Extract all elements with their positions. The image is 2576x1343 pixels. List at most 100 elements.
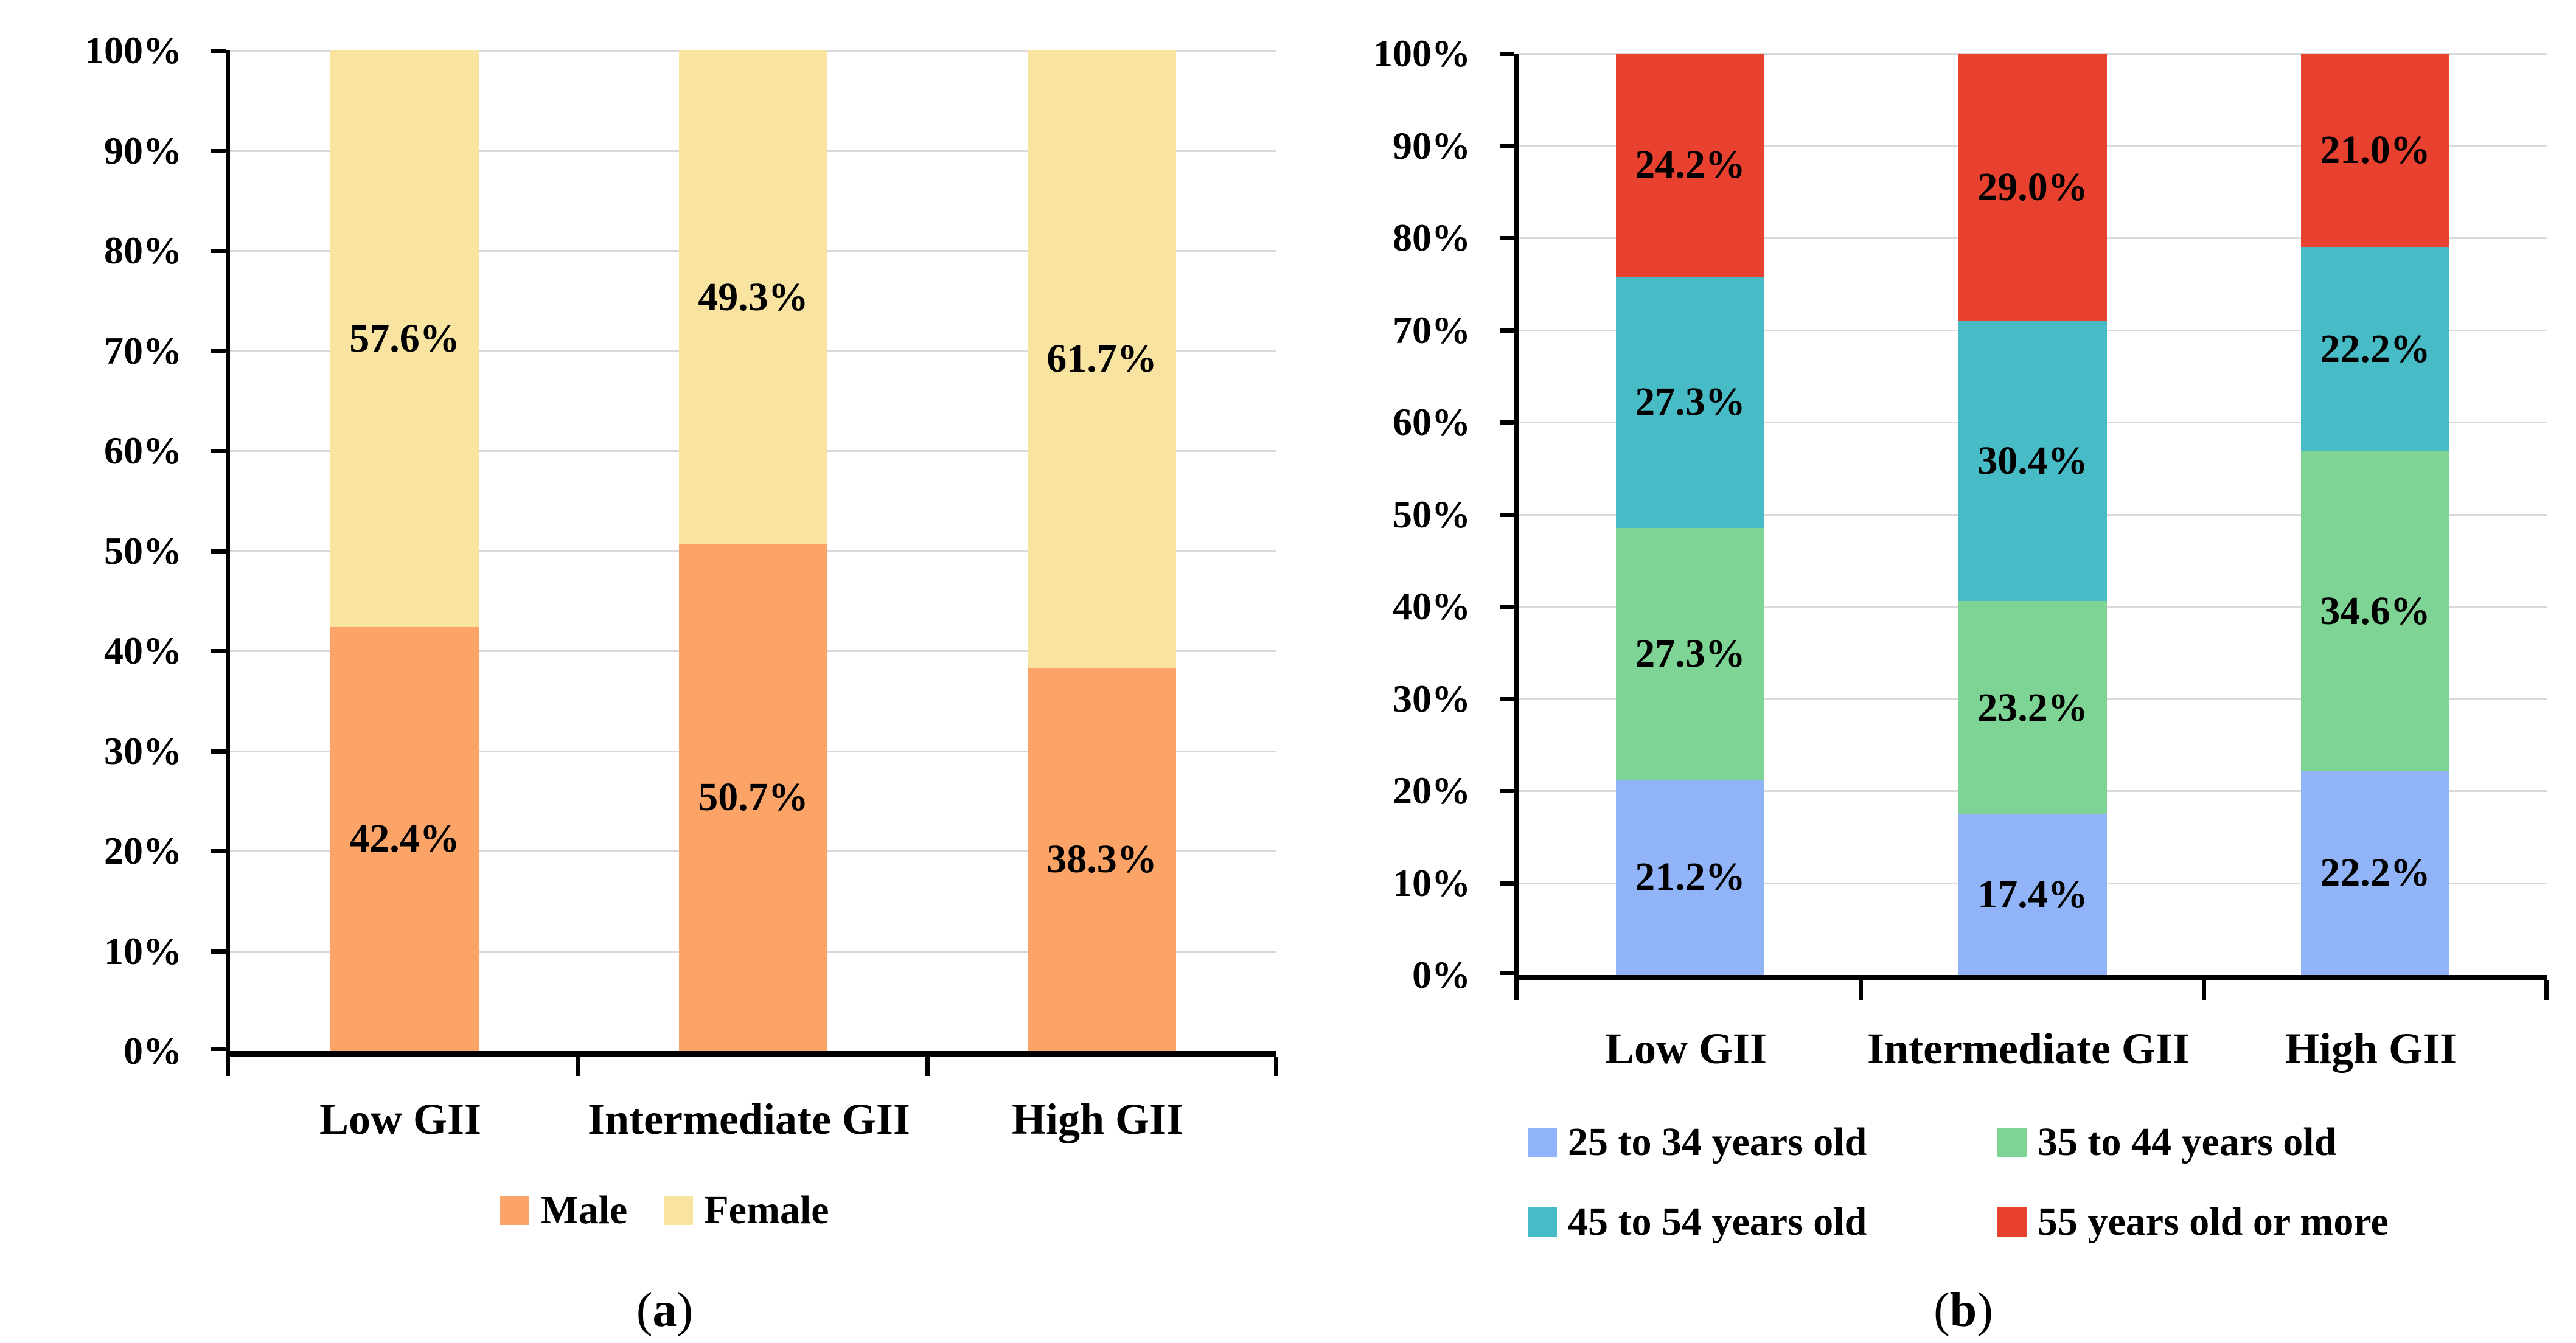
x-axis-category-label: Intermediate GII [1867,1024,2190,1073]
y-axis-tick-label: 70% [1393,308,1471,352]
legend-color-chip [1528,1128,1557,1157]
y-axis-tick-mark [1500,328,1514,333]
data-label: 57.6% [349,316,460,361]
y-axis-tick-label: 90% [104,129,182,172]
y-axis-tick-label: 50% [1393,493,1471,536]
legend-label: 55 years old or more [2038,1199,2389,1244]
y-axis-tick-mark [1500,971,1514,975]
segment-55-years-old-or-more: 29.0% [1958,54,2107,321]
x-axis-tick-mark [1859,980,1863,1000]
segment-35-to-44-years-old: 23.2% [1958,600,2107,815]
legend-item: Female [664,1188,829,1233]
x-axis-category-label: Intermediate GII [588,1095,910,1143]
y-axis-tick-mark [211,549,226,554]
caption-paren: ( [636,1283,653,1337]
x-axis-tick-mark [226,1057,230,1076]
legend: Male Female [43,1188,1287,1233]
segment-45-to-54-years-old: 30.4% [1958,321,2107,601]
bar-intermediate-gii: 17.4% 23.2% 30.4% 29.0% [1958,54,2107,975]
segment-male: 42.4% [330,626,479,1051]
y-axis-tick-label: 10% [1393,861,1471,904]
y-axis-tick-label: 0% [124,1029,182,1072]
y-axis-tick-label: 70% [104,329,182,372]
x-axis-tick-mark [1274,1057,1278,1076]
data-label: 22.2% [2320,327,2431,372]
y-axis-tick-label: 40% [1393,585,1471,628]
x-axis-category-label: High GII [1011,1095,1184,1143]
segment-45-to-54-years-old: 22.2% [2301,247,2449,452]
y-axis-tick-mark [211,349,226,353]
y-axis-tick-label: 0% [1412,953,1471,996]
chart-gender-distribution: 42.4% 57.6% 50.7% 49.3% 38.3% 61.7% Male Femal… [43,10,1287,1343]
y-axis-tick-mark [211,249,226,253]
data-label: 22.2% [2320,850,2431,895]
legend-color-chip [664,1196,694,1226]
legend-item: 45 to 54 years old [1528,1199,1997,1244]
x-axis-category-label: Low GII [1604,1024,1767,1073]
legend-item: 55 years old or more [1997,1199,2389,1244]
data-label: 23.2% [1977,685,2088,730]
bar-low-gii: 42.4% 57.6% [330,50,479,1051]
legend-color-chip [1528,1207,1557,1237]
caption-a: (a) [43,1286,1287,1334]
caption-paren: ( [1934,1283,1950,1337]
y-axis-tick-label: 40% [104,629,182,672]
x-axis-tick-mark [2544,980,2549,1000]
legend-label: 25 to 34 years old [1568,1120,1867,1164]
bar-intermediate-gii: 50.7% 49.3% [679,50,827,1051]
y-axis-tick-label: 20% [1393,769,1471,812]
segment-35-to-44-years-old: 34.6% [2301,451,2449,771]
segment-male: 38.3% [1028,667,1176,1051]
plot-area: 21.2% 27.3% 27.3% 24.2% 17.4% 23.2% 30.4% 29.0%… [1500,52,2549,1000]
y-axis-tick-mark [1500,881,1514,886]
x-axis-tick-mark [1514,980,1519,1000]
caption-letter: a [652,1283,677,1337]
data-label: 50.7% [698,775,809,819]
caption-paren: ) [677,1283,694,1337]
y-axis-tick-mark [211,949,226,954]
legend-color-chip [1997,1207,2027,1237]
y-axis-tick-mark [211,649,226,653]
legend-item: Male [500,1188,628,1233]
y-axis-tick-mark [211,749,226,754]
y-axis-tick-mark [211,49,226,53]
legend-label: 35 to 44 years old [2038,1120,2337,1164]
x-axis-category-label: Low GII [319,1095,482,1143]
caption-b: (b) [1326,1286,2576,1334]
y-axis-tick-mark [1500,52,1514,56]
y-axis-tick-label: 10% [104,929,182,973]
bar-high-gii: 22.2% 34.6% 22.2% 21.0% [2301,54,2449,975]
segment-25-to-34-years-old: 17.4% [1958,814,2107,975]
data-label: 42.4% [349,816,460,861]
y-axis-tick-label: 80% [1393,216,1471,259]
segment-55-years-old-or-more: 21.0% [2301,54,2449,248]
y-axis-tick-mark [211,149,226,153]
legend: 25 to 34 years old 35 to 44 years old 45 t… [1528,1120,2389,1244]
y-axis-tick-label: 50% [104,529,182,572]
data-label: 21.0% [2320,128,2431,173]
segment-female: 61.7% [1028,50,1176,668]
x-axis-tick-mark [2202,980,2206,1000]
y-axis-tick-mark [1500,605,1514,609]
y-axis-tick-mark [1500,236,1514,240]
data-label: 27.3% [1635,380,1746,425]
y-axis-tick-label: 80% [104,229,182,272]
segment-female: 57.6% [330,50,479,627]
caption-paren: ) [1977,1283,1993,1337]
chart-age-distribution: 21.2% 27.3% 27.3% 24.2% 17.4% 23.2% 30.4% 29.0%… [1326,10,2576,1343]
legend-label: Male [540,1188,628,1232]
segment-25-to-34-years-old: 22.2% [2301,770,2449,975]
data-label: 29.0% [1977,164,2088,209]
y-axis-tick-mark [1500,789,1514,793]
data-label: 49.3% [698,274,809,319]
data-label: 61.7% [1046,336,1157,381]
y-axis-tick-mark [1500,513,1514,517]
y-axis-tick-label: 90% [1393,124,1471,167]
legend-item: 35 to 44 years old [1997,1120,2389,1165]
segment-female: 49.3% [679,50,827,544]
segment-45-to-54-years-old: 27.3% [1616,276,1764,529]
y-axis-tick-label: 60% [104,429,182,472]
y-axis-tick-label: 30% [104,729,182,772]
data-label: 30.4% [1977,438,2088,483]
